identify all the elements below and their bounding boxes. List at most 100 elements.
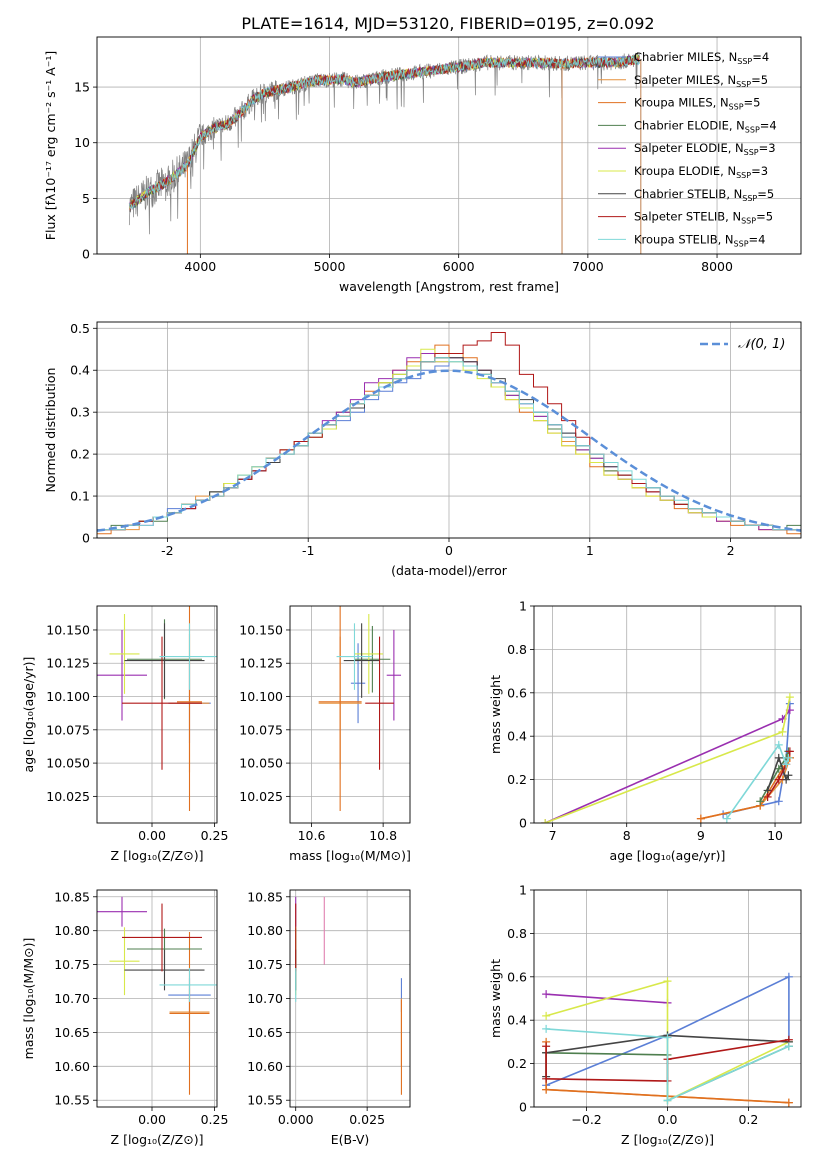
weight-vs-age-ytick-label-5: 1 bbox=[519, 599, 527, 614]
weight-vs-age-frame bbox=[533, 605, 802, 824]
spectrum-ytick-label-0: 0 bbox=[82, 247, 90, 262]
mass-vs-ebv-ytick-label-2: 10.65 bbox=[247, 1025, 283, 1040]
weight-vs-z-ytick-label-4: 0.8 bbox=[507, 926, 527, 941]
legend-nssp-7: =5 bbox=[756, 210, 773, 224]
weight-vs-z-xtick-label-2: 0.2 bbox=[738, 1112, 758, 1127]
age-vs-z-ytick-label-5: 10.150 bbox=[46, 622, 90, 637]
weight-vs-z-ytick-label-5: 1 bbox=[519, 883, 527, 898]
weight-vs-age-line-5 bbox=[544, 696, 791, 823]
weight-vs-age-line-4 bbox=[544, 709, 791, 823]
legend-sub-3: SSP bbox=[745, 125, 760, 134]
weight-vs-age-line-8 bbox=[726, 743, 790, 820]
legend-name-3: Chabrier ELODIE, N bbox=[634, 118, 745, 132]
age-vs-z-panel: 0.00 0.25 10.025 10.050 10.075 10.100 10.125 10… bbox=[21, 605, 228, 863]
weight-vs-age-ytick-label-0: 0 bbox=[519, 816, 527, 831]
age-vs-z-ytick-label-3: 10.100 bbox=[46, 689, 90, 704]
age-vs-z-point-7 bbox=[122, 636, 202, 770]
weight-vs-age-ytick-label-2: 0.4 bbox=[507, 729, 527, 744]
residuals-xlabel: (data-model)/error bbox=[391, 563, 508, 578]
age-vs-mass-point-7 bbox=[365, 636, 394, 770]
weight-vs-age-marker-7-3 bbox=[785, 747, 794, 756]
weight-vs-z-panel: −0.2 0.0 0.2 0 0.2 0.4 0.6 0.8 1 Z [log₁₀(Z/Z⊙)] m… bbox=[488, 883, 802, 1147]
mass-vs-z-point-7 bbox=[122, 903, 202, 972]
legend-name-4: Salpeter ELODIE, N bbox=[634, 141, 744, 155]
figure-title: PLATE=1614, MJD=53120, FIBERID=0195, z=0… bbox=[241, 14, 654, 33]
age-vs-z-ylabel: age [log₁₀(age/yr)] bbox=[21, 657, 36, 773]
weight-vs-age-panel: 7 8 9 10 0 0.2 0.4 0.6 0.8 1 age [log₁₀(age/yr)] ma… bbox=[488, 599, 802, 863]
age-vs-mass-point-5 bbox=[354, 613, 384, 694]
weight-vs-age-ylabel: mass weight bbox=[488, 675, 503, 754]
age-vs-mass-ytick-label-4: 10.125 bbox=[239, 656, 283, 671]
mass-vs-z-grid bbox=[97, 890, 217, 1107]
legend-name-0: Chabrier MILES, N bbox=[634, 50, 737, 64]
legend-name-7: Salpeter STELIB, N bbox=[634, 210, 741, 224]
legend-label-7: Salpeter STELIB, NSSP=5 bbox=[634, 210, 773, 226]
residuals-ylabel: Normed distribution bbox=[43, 368, 58, 493]
legend-label-6: Chabrier STELIB, NSSP=5 bbox=[634, 187, 774, 203]
spectrum-xtick-label-1: 5000 bbox=[314, 259, 346, 274]
mass-vs-z-point-8 bbox=[159, 967, 217, 1002]
mass-vs-ebv-grid bbox=[290, 890, 410, 1107]
weight-vs-age-marker-8-0 bbox=[722, 814, 731, 823]
age-vs-z-point-4 bbox=[97, 629, 147, 721]
weight-vs-age-marker-5-1 bbox=[778, 727, 787, 736]
weight-vs-age-line-6 bbox=[766, 755, 790, 791]
weight-vs-age-marker-5-0 bbox=[541, 819, 550, 823]
weight-vs-z-ytick-label-3: 0.6 bbox=[507, 969, 527, 984]
mass-vs-z-xtick-label-0: 0.00 bbox=[138, 1112, 166, 1127]
age-vs-mass-ytick-label-2: 10.075 bbox=[239, 722, 283, 737]
weight-vs-age-marker-7-0 bbox=[763, 792, 772, 801]
weight-vs-z-plot-area bbox=[542, 972, 793, 1107]
residuals-plot-area bbox=[97, 332, 801, 538]
legend-label-3: Chabrier ELODIE, NSSP=4 bbox=[634, 118, 777, 134]
weight-vs-age-marker-3-1 bbox=[774, 764, 783, 773]
normal-reference-curve bbox=[97, 369, 801, 532]
weight-vs-z-marker-8-2 bbox=[663, 1096, 672, 1105]
age-vs-mass-point-4 bbox=[386, 629, 402, 721]
weight-vs-age-marker-3-0 bbox=[756, 797, 765, 806]
age-vs-mass-plot-area bbox=[318, 606, 402, 812]
weight-vs-age-line-2 bbox=[700, 757, 791, 820]
legend-sub-1: SSP bbox=[736, 80, 751, 89]
weight-vs-age-xtick-label-1: 8 bbox=[623, 828, 631, 843]
weight-vs-z-marker-8-1 bbox=[663, 1033, 672, 1042]
residuals-xtick-label-3: 1 bbox=[586, 543, 594, 558]
age-vs-mass-point-8 bbox=[336, 623, 373, 690]
residuals-xtick-label-2: 0 bbox=[445, 543, 453, 558]
age-vs-mass-xlabel: mass [log₁₀(M/M⊙)] bbox=[289, 848, 411, 863]
age-vs-z-ytick-label-0: 10.025 bbox=[46, 789, 90, 804]
legend-nssp-5: =3 bbox=[751, 164, 768, 178]
weight-vs-z-marker-5-1 bbox=[663, 977, 672, 986]
age-vs-mass-point-2 bbox=[318, 606, 362, 812]
mass-vs-ebv-xtick-label-0: 0.000 bbox=[278, 1112, 314, 1127]
legend-label-2: Kroupa MILES, NSSP=5 bbox=[634, 96, 760, 112]
mass-vs-z-panel: 0.00 0.25 10.55 10.60 10.65 10.70 10.75 10.80 10… bbox=[21, 889, 228, 1147]
weight-vs-age-marker-8-2 bbox=[782, 760, 791, 769]
weight-vs-z-ytick-label-0: 0 bbox=[519, 1100, 527, 1115]
legend-nssp-1: =5 bbox=[751, 73, 768, 87]
legend-nssp-3: =4 bbox=[760, 118, 777, 132]
residual-legend-label: 𝒩(0, 1) bbox=[738, 337, 785, 352]
mass-vs-z-ytick-label-3: 10.70 bbox=[54, 991, 90, 1006]
weight-vs-z-marker-2-1 bbox=[542, 1085, 551, 1094]
age-vs-z-frame bbox=[96, 605, 218, 824]
age-vs-z-ytick-label-2: 10.075 bbox=[46, 722, 90, 737]
mass-vs-z-point-6 bbox=[124, 949, 205, 991]
residuals-ytick-label-5: 0.5 bbox=[70, 321, 90, 336]
age-vs-z-xlabel: Z [log₁₀(Z/Z⊙)] bbox=[111, 848, 204, 863]
age-vs-z-point-8 bbox=[159, 623, 217, 690]
legend-nssp-2: =5 bbox=[744, 96, 761, 110]
spectrum-model-line-7 bbox=[128, 56, 640, 211]
spectrum-panel: 4000 5000 6000 7000 8000 0 5 10 15 wavelength [An… bbox=[43, 36, 802, 294]
residuals-panel: -2 -1 0 1 2 0 0.1 0.2 0.3 0.4 0.5 (data-model)/erro… bbox=[43, 321, 802, 578]
weight-vs-z-line-8 bbox=[546, 1028, 790, 1102]
legend-name-1: Salpeter MILES, N bbox=[634, 73, 736, 87]
spectrum-xtick-label-4: 8000 bbox=[701, 259, 733, 274]
age-vs-z-grid bbox=[97, 606, 217, 823]
age-vs-mass-point-3 bbox=[354, 625, 391, 693]
mass-vs-z-plot-area bbox=[97, 896, 217, 1095]
residuals-ytick-label-1: 0.1 bbox=[70, 489, 90, 504]
mass-vs-ebv-ytick-label-1: 10.60 bbox=[247, 1059, 283, 1074]
spectrum-frame bbox=[96, 36, 802, 255]
spectrum-xtick-label-0: 4000 bbox=[184, 259, 216, 274]
